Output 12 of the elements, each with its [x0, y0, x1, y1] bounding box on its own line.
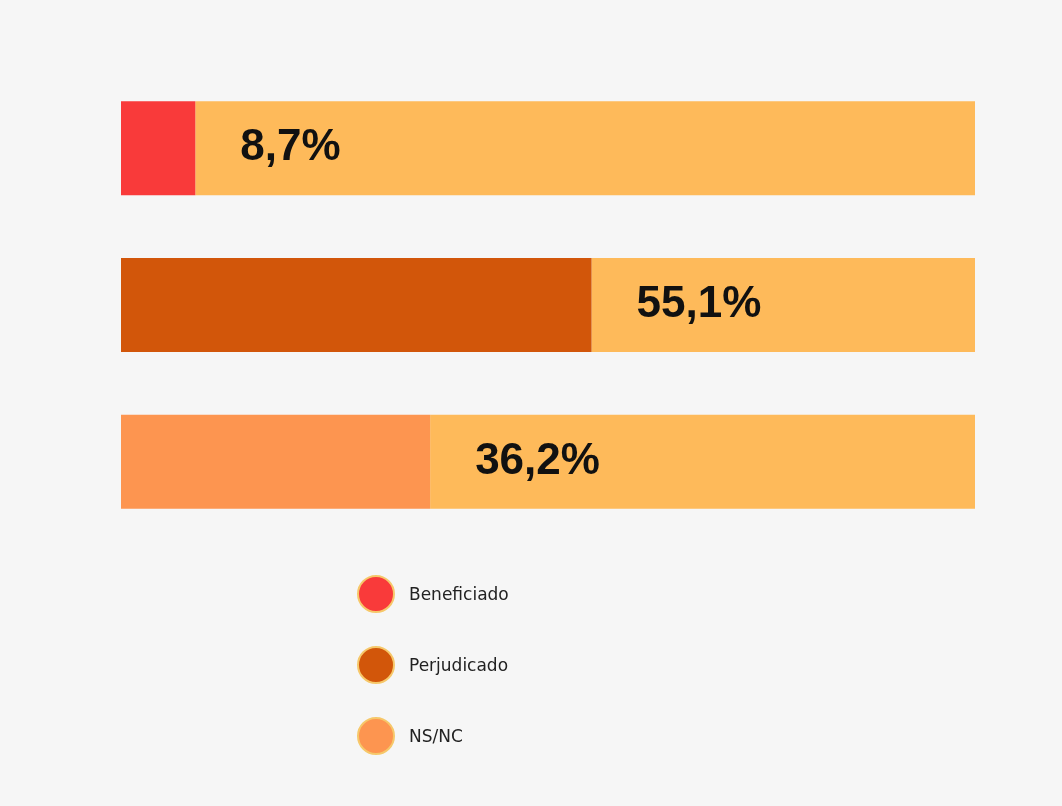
legend-label: Perjudicado	[409, 655, 509, 675]
legend-label: Beneficiado	[409, 584, 509, 604]
bar	[121, 101, 196, 196]
bar	[195, 101, 975, 196]
legend-label: NS/NC	[409, 726, 463, 746]
data-label: 55,1%	[636, 277, 762, 327]
bar	[430, 414, 975, 509]
data-label: 8,7%	[240, 120, 341, 170]
bar	[121, 414, 431, 509]
data-label: 36,2%	[475, 433, 600, 483]
bar	[121, 258, 592, 352]
bar	[591, 258, 975, 352]
